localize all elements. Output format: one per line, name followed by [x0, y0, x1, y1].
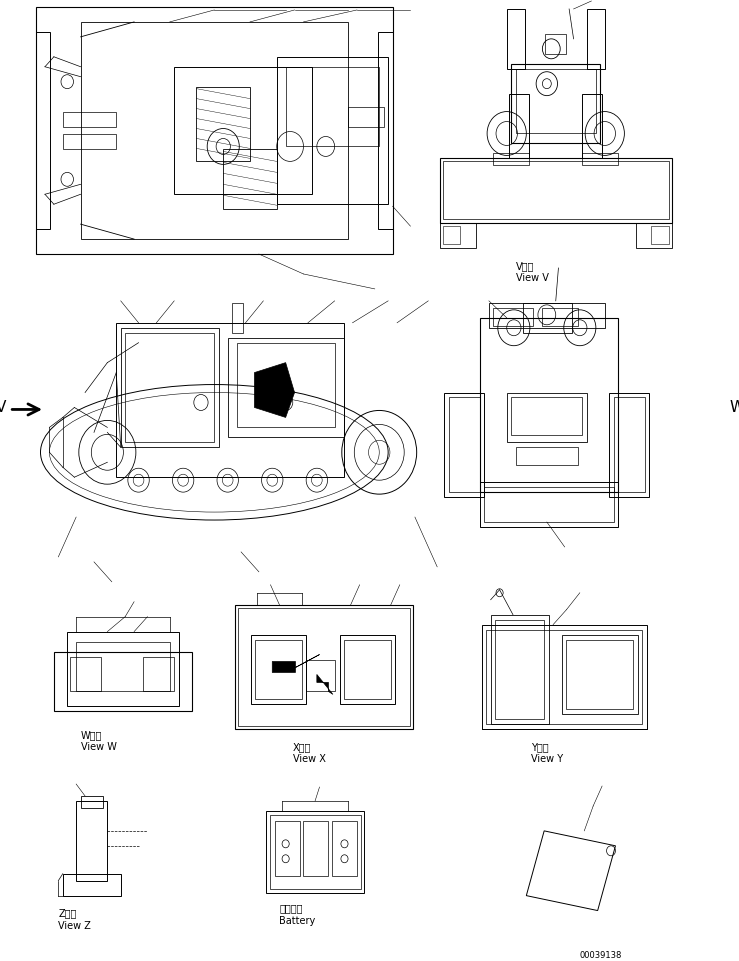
- Bar: [251, 635, 306, 704]
- Bar: [480, 482, 618, 528]
- Bar: [81, 796, 103, 808]
- Bar: [482, 625, 647, 729]
- Bar: [235, 605, 413, 729]
- Bar: [494, 155, 529, 166]
- Bar: [516, 69, 596, 135]
- Bar: [516, 448, 578, 466]
- Bar: [495, 620, 544, 720]
- Bar: [344, 640, 391, 700]
- Bar: [542, 308, 578, 327]
- Text: W　視: W 視: [81, 729, 102, 739]
- Text: View X: View X: [293, 753, 326, 763]
- Bar: [507, 10, 525, 69]
- Text: Y　視: Y 視: [531, 742, 548, 752]
- Bar: [232, 304, 243, 333]
- Text: View V: View V: [516, 273, 548, 283]
- Text: V　視: V 視: [516, 260, 534, 271]
- Text: View Y: View Y: [531, 753, 563, 763]
- Bar: [522, 304, 572, 333]
- Bar: [76, 801, 107, 881]
- Bar: [120, 329, 219, 448]
- Bar: [237, 608, 410, 727]
- Bar: [228, 338, 344, 438]
- Bar: [440, 160, 672, 224]
- Bar: [443, 227, 460, 245]
- Bar: [443, 162, 669, 220]
- Bar: [613, 398, 645, 493]
- Text: View W: View W: [81, 742, 117, 752]
- Bar: [562, 635, 638, 715]
- Bar: [486, 630, 642, 725]
- Bar: [609, 393, 650, 498]
- Polygon shape: [317, 675, 333, 695]
- Bar: [582, 94, 602, 160]
- Bar: [63, 112, 116, 128]
- Bar: [63, 874, 120, 896]
- Bar: [567, 640, 633, 709]
- Bar: [116, 324, 344, 478]
- Bar: [485, 487, 613, 523]
- Text: W: W: [729, 400, 739, 415]
- Bar: [582, 155, 618, 166]
- Bar: [511, 64, 600, 144]
- Bar: [491, 615, 548, 725]
- Bar: [76, 642, 170, 692]
- Bar: [449, 398, 480, 493]
- Bar: [340, 635, 395, 704]
- Bar: [509, 94, 529, 160]
- Bar: [304, 821, 328, 875]
- Bar: [63, 136, 116, 150]
- Bar: [223, 150, 276, 210]
- Bar: [270, 815, 361, 889]
- Text: V: V: [0, 400, 7, 415]
- Bar: [286, 67, 379, 147]
- Bar: [67, 632, 179, 706]
- Bar: [444, 393, 485, 498]
- Bar: [81, 23, 348, 240]
- Bar: [143, 656, 174, 692]
- Bar: [306, 660, 335, 692]
- Text: Z　視: Z 視: [58, 907, 77, 918]
- Bar: [507, 393, 587, 443]
- Bar: [587, 10, 605, 69]
- Text: 00039138: 00039138: [580, 950, 622, 959]
- Bar: [348, 108, 384, 128]
- Bar: [545, 35, 567, 55]
- Bar: [378, 33, 392, 230]
- Bar: [54, 652, 192, 711]
- Text: X　視: X 視: [293, 742, 311, 752]
- Bar: [70, 656, 101, 692]
- Bar: [440, 224, 475, 249]
- Bar: [636, 224, 672, 249]
- Bar: [651, 227, 669, 245]
- Bar: [236, 343, 335, 428]
- Bar: [36, 8, 392, 255]
- Bar: [480, 318, 618, 493]
- Bar: [275, 821, 300, 875]
- Bar: [332, 821, 357, 875]
- Bar: [489, 304, 605, 329]
- Text: View Z: View Z: [58, 920, 91, 929]
- Bar: [276, 58, 388, 205]
- Text: Battery: Battery: [279, 915, 316, 924]
- Text: バッテリ: バッテリ: [279, 902, 303, 913]
- Bar: [125, 333, 214, 443]
- Bar: [511, 398, 582, 436]
- Polygon shape: [254, 363, 295, 418]
- Bar: [197, 87, 250, 162]
- Bar: [266, 811, 364, 893]
- Bar: [494, 308, 534, 327]
- Bar: [256, 640, 302, 700]
- Bar: [174, 67, 313, 195]
- Polygon shape: [272, 654, 319, 673]
- Bar: [36, 33, 50, 230]
